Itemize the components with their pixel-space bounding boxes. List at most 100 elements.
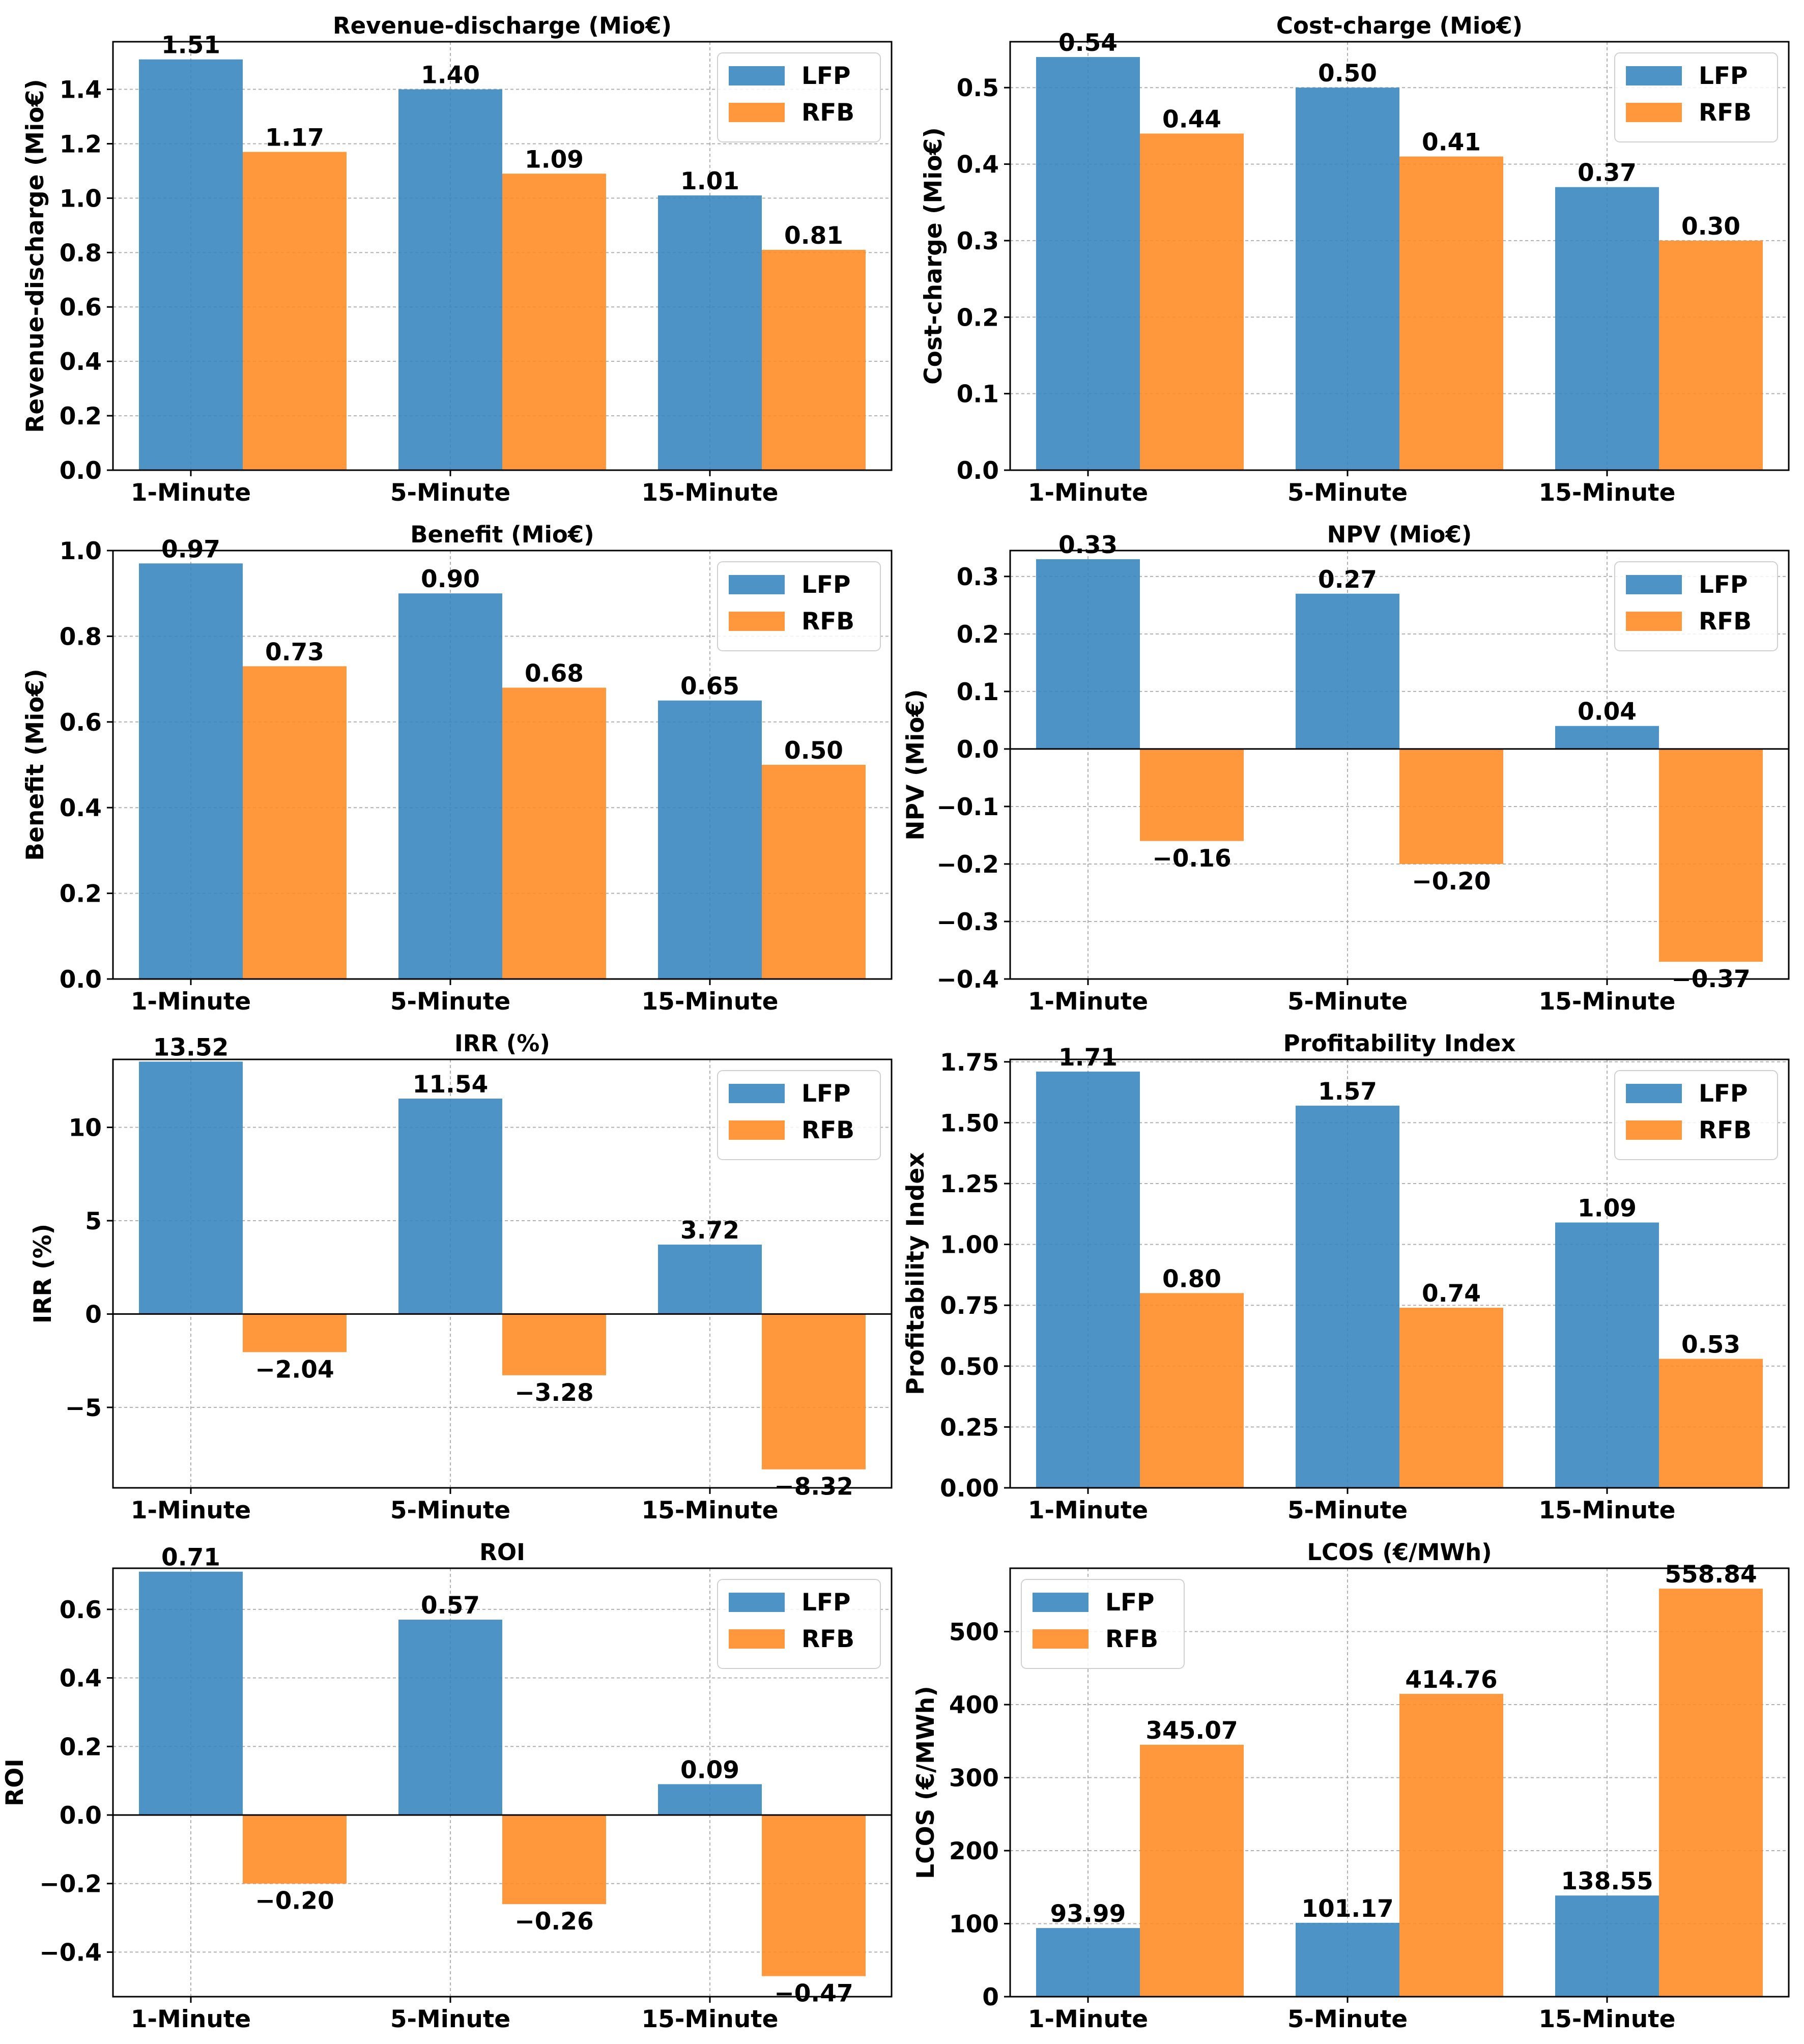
x-tick-label: 15-Minute <box>1538 2005 1675 2033</box>
legend-swatch-lfp <box>729 1593 785 1612</box>
value-label: 3.72 <box>680 1217 739 1245</box>
y-tick-label: 0 <box>85 1301 102 1329</box>
bar-rfb <box>762 1815 866 1976</box>
y-tick-label: 0.75 <box>940 1292 999 1320</box>
y-tick-label: −0.4 <box>39 1939 102 1967</box>
bar-rfb <box>1659 748 1763 962</box>
y-tick-label: 0.6 <box>60 709 102 737</box>
bar-rfb <box>1140 1744 1244 1997</box>
legend-label-lfp: LFP <box>801 1589 851 1617</box>
y-tick-label: 0.0 <box>60 966 102 994</box>
bar-rfb <box>243 666 347 979</box>
value-label: 0.27 <box>1318 566 1377 594</box>
value-label: 0.33 <box>1058 531 1118 559</box>
x-tick-label: 15-Minute <box>641 1496 778 1524</box>
legend: LFP RFB <box>1614 561 1778 651</box>
value-label: 0.57 <box>421 1592 480 1620</box>
chart-panel: 13.52 11.54 3.72 −2.04 −3.28 −8.32 −5 0 5 10 1-Min… <box>29 1030 893 1524</box>
value-label: −8.32 <box>774 1473 853 1501</box>
y-tick-label: 0.5 <box>957 74 999 102</box>
x-tick-label: 1-Minute <box>1028 1496 1148 1524</box>
bar-rfb <box>243 152 347 470</box>
y-tick-label: 400 <box>949 1691 999 1719</box>
plot-frame <box>1009 1567 1790 1998</box>
legend-label-rfb: RFB <box>1105 1625 1158 1653</box>
y-tick-label: 0.4 <box>60 1665 102 1693</box>
y-tick-label: −5 <box>65 1394 102 1422</box>
legend-label-rfb: RFB <box>801 99 854 127</box>
bar-rfb <box>502 174 606 470</box>
x-tick-label: 15-Minute <box>641 479 778 507</box>
bar-rfb <box>502 687 606 979</box>
legend: LFP RFB <box>717 52 881 142</box>
y-tick-label: 500 <box>949 1619 999 1647</box>
legend-label-lfp: LFP <box>1699 1080 1748 1108</box>
y-tick-label: 5 <box>85 1207 102 1235</box>
legend-swatch-lfp <box>729 1084 785 1103</box>
y-tick-label: 0.0 <box>957 457 999 485</box>
bar-lfp <box>658 195 762 470</box>
chart-title: NPV (Mio€) <box>1327 521 1472 548</box>
value-label: 345.07 <box>1146 1717 1238 1745</box>
y-tick-label: 0.8 <box>60 239 102 267</box>
y-tick-label: 0.2 <box>957 621 999 649</box>
legend: LFP RFB <box>717 1070 881 1160</box>
plot-frame <box>1009 41 1790 471</box>
bar-rfb <box>762 765 866 979</box>
legend-label-lfp: LFP <box>1699 62 1748 90</box>
y-axis-label: LCOS (€/MWh) <box>912 1686 940 1879</box>
value-label: 138.55 <box>1561 1867 1653 1895</box>
bar-lfp <box>1036 1928 1140 1997</box>
legend: LFP RFB <box>717 561 881 651</box>
y-axis-label: IRR (%) <box>29 1224 57 1323</box>
value-label: −0.26 <box>514 1908 593 1936</box>
value-label: 11.54 <box>413 1071 489 1099</box>
value-label: −2.04 <box>255 1356 334 1384</box>
bar-rfb <box>1399 1693 1503 1997</box>
chart-panel: 1.51 1.40 1.01 1.17 1.09 0.81 0.0 0.2 0.4 0.6 0.8 1… <box>21 12 893 507</box>
x-tick-label: 5-Minute <box>1287 2005 1408 2033</box>
chart-panel: 0.71 0.57 0.09 −0.20 −0.26 −0.47 −0.4 −0.2 0.0 0.… <box>1 1539 893 2033</box>
y-tick-label: 0.3 <box>957 227 999 255</box>
y-tick-label: 0.0 <box>60 457 102 485</box>
bar-rfb <box>1659 240 1763 470</box>
plot-frame <box>112 1567 893 1998</box>
y-tick-label: −0.2 <box>936 851 999 879</box>
chart-title: Benefit (Mio€) <box>410 521 594 548</box>
y-tick-label: 0.2 <box>60 1733 102 1761</box>
y-tick-label: 1.25 <box>940 1170 999 1198</box>
x-tick-label: 5-Minute <box>390 988 510 1016</box>
bar-lfp <box>1296 88 1399 470</box>
plot-frame <box>112 1058 893 1489</box>
y-tick-label: 0.1 <box>957 381 999 409</box>
y-tick-label: 10 <box>69 1114 102 1142</box>
y-tick-label: 0.6 <box>60 1596 102 1624</box>
value-label: 0.44 <box>1162 105 1221 133</box>
y-tick-label: 200 <box>949 1837 999 1865</box>
value-label: 93.99 <box>1050 1900 1126 1928</box>
y-axis-label: NPV (Mio€) <box>902 689 930 840</box>
value-label: 0.09 <box>680 1756 739 1784</box>
y-tick-label: 0.2 <box>957 304 999 332</box>
bar-lfp <box>658 1244 762 1314</box>
value-label: −0.20 <box>1412 868 1491 896</box>
x-tick-label: 1-Minute <box>1028 2005 1148 2033</box>
y-tick-label: 0.2 <box>60 402 102 430</box>
bar-lfp <box>1036 1071 1140 1488</box>
legend-swatch-rfb <box>729 612 785 631</box>
legend-label-lfp: LFP <box>1105 1589 1155 1617</box>
value-label: 0.37 <box>1578 159 1637 187</box>
value-label: 0.74 <box>1422 1280 1481 1308</box>
legend-swatch-lfp <box>1626 66 1682 85</box>
x-tick-label: 5-Minute <box>1287 1496 1408 1524</box>
y-tick-label: 0.2 <box>60 880 102 908</box>
x-tick-label: 15-Minute <box>641 2005 778 2033</box>
chart-panel: 0.97 0.90 0.65 0.73 0.68 0.50 0.0 0.2 0.4 0.6 0.8 1… <box>21 521 893 1016</box>
legend-swatch-rfb <box>1033 1629 1089 1649</box>
y-axis-label: Revenue-discharge (Mio€) <box>21 79 49 433</box>
value-label: 0.41 <box>1422 129 1481 157</box>
bar-lfp <box>398 89 502 471</box>
legend-label-rfb: RFB <box>1699 1116 1752 1144</box>
